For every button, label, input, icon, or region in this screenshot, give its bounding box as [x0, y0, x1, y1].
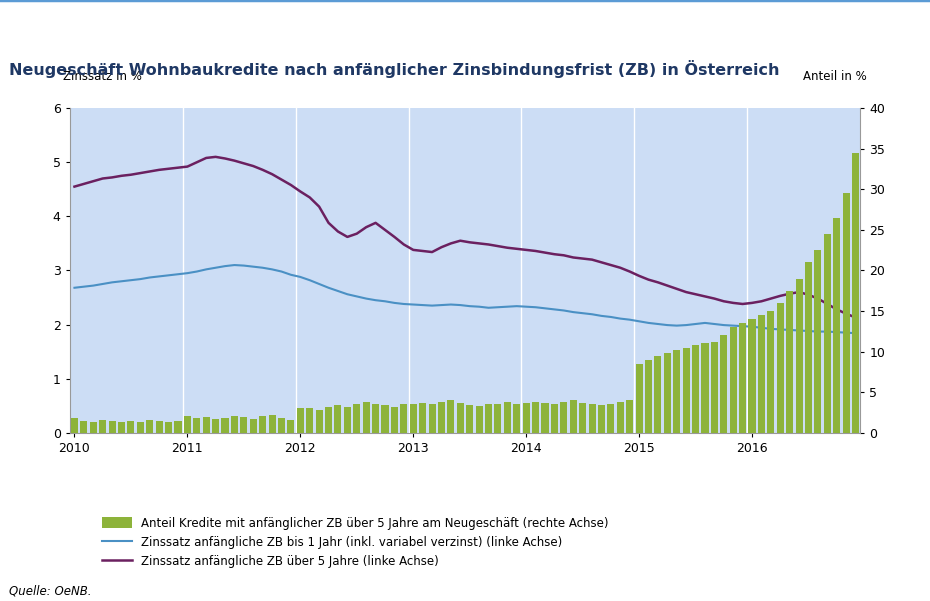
Bar [419, 403, 426, 433]
Bar [541, 403, 549, 433]
Bar [100, 419, 106, 433]
Bar [815, 250, 821, 433]
Bar [269, 415, 275, 433]
Bar [306, 409, 313, 433]
Bar [165, 422, 172, 433]
Bar [824, 234, 830, 433]
Bar [683, 347, 690, 433]
Bar [767, 311, 775, 433]
Bar [335, 405, 341, 433]
Bar [372, 403, 379, 433]
Bar [635, 364, 643, 433]
Bar [297, 409, 304, 433]
Bar [221, 418, 229, 433]
Bar [673, 350, 680, 433]
Bar [833, 218, 840, 433]
Text: Quelle: OeNB.: Quelle: OeNB. [9, 585, 92, 598]
Bar [109, 421, 115, 433]
Bar [231, 416, 238, 433]
Bar [795, 278, 803, 433]
Bar [363, 402, 370, 433]
Bar [438, 402, 445, 433]
Bar [579, 403, 586, 433]
Bar [447, 400, 455, 433]
Bar [749, 319, 755, 433]
Bar [344, 407, 351, 433]
Bar [71, 418, 78, 433]
Bar [532, 402, 539, 433]
Bar [259, 416, 266, 433]
Bar [777, 303, 784, 433]
Bar [457, 403, 464, 433]
Bar [711, 342, 718, 433]
Bar [127, 421, 135, 433]
Bar [193, 418, 200, 433]
Bar [391, 407, 398, 433]
Bar [381, 405, 389, 433]
Bar [589, 403, 595, 433]
Bar [184, 416, 191, 433]
Text: Anteil in %: Anteil in % [804, 70, 867, 83]
Bar [645, 359, 652, 433]
Bar [805, 262, 812, 433]
Bar [852, 153, 859, 433]
Bar [655, 356, 661, 433]
Bar [410, 403, 417, 433]
Legend: Anteil Kredite mit anfänglicher ZB über 5 Jahre am Neugeschäft (rechte Achse), Z: Anteil Kredite mit anfänglicher ZB über … [99, 513, 613, 571]
Bar [570, 400, 577, 433]
Bar [786, 291, 793, 433]
Bar [287, 419, 295, 433]
Bar [475, 406, 483, 433]
Bar [560, 402, 567, 433]
Bar [739, 323, 746, 433]
Bar [664, 353, 671, 433]
Bar [278, 418, 285, 433]
Bar [495, 403, 501, 433]
Bar [617, 402, 624, 433]
Bar [240, 417, 247, 433]
Bar [692, 345, 699, 433]
Bar [485, 404, 492, 433]
Bar [146, 419, 153, 433]
Text: Neugeschäft Wohnbaukredite nach anfänglicher Zinsbindungsfrist (ZB) in Österreic: Neugeschäft Wohnbaukredite nach anfängli… [9, 60, 779, 78]
Bar [466, 405, 473, 433]
Bar [513, 403, 520, 433]
Bar [598, 405, 605, 433]
Bar [212, 419, 219, 433]
Bar [400, 404, 407, 433]
Bar [325, 407, 332, 433]
Bar [118, 422, 125, 433]
Bar [315, 410, 323, 433]
Bar [203, 417, 210, 433]
Bar [843, 194, 850, 433]
Bar [250, 419, 257, 433]
Bar [626, 400, 633, 433]
Bar [175, 421, 181, 433]
Bar [551, 403, 558, 433]
Bar [758, 315, 765, 433]
Bar [429, 404, 435, 433]
Bar [90, 422, 97, 433]
Bar [80, 421, 87, 433]
Bar [353, 404, 360, 433]
Bar [730, 327, 737, 433]
Bar [504, 402, 511, 433]
Text: Zinssatz in %: Zinssatz in % [63, 70, 141, 83]
Bar [523, 403, 530, 433]
Bar [137, 422, 144, 433]
Bar [720, 335, 727, 433]
Bar [155, 421, 163, 433]
Bar [607, 403, 615, 433]
Bar [701, 343, 709, 433]
